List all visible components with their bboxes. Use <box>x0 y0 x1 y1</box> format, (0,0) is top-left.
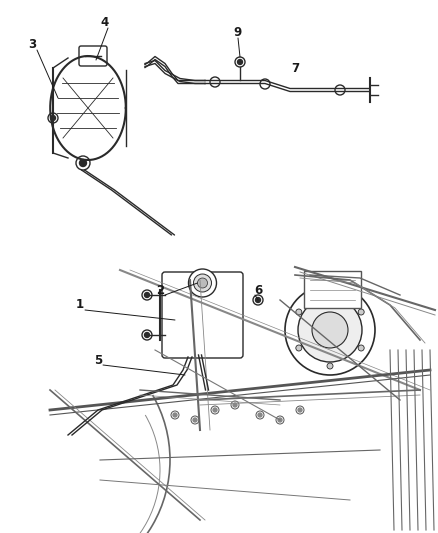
Circle shape <box>296 345 302 351</box>
FancyBboxPatch shape <box>162 272 243 358</box>
Circle shape <box>335 85 345 95</box>
Circle shape <box>298 408 302 412</box>
Circle shape <box>142 290 152 300</box>
Circle shape <box>260 79 270 89</box>
Text: 4: 4 <box>101 17 109 29</box>
Text: 7: 7 <box>291 61 299 75</box>
Circle shape <box>76 156 90 170</box>
Text: 5: 5 <box>94 353 102 367</box>
Circle shape <box>255 297 261 303</box>
Circle shape <box>194 274 212 292</box>
Circle shape <box>296 406 304 414</box>
Circle shape <box>278 418 282 422</box>
Circle shape <box>327 291 333 297</box>
Circle shape <box>256 411 264 419</box>
Circle shape <box>237 60 243 64</box>
Circle shape <box>145 333 149 337</box>
Text: 2: 2 <box>156 284 164 296</box>
Circle shape <box>171 411 179 419</box>
Circle shape <box>50 116 56 120</box>
Circle shape <box>210 77 220 87</box>
Circle shape <box>231 401 239 409</box>
Circle shape <box>142 330 152 340</box>
Circle shape <box>258 413 262 417</box>
Circle shape <box>145 293 149 297</box>
Circle shape <box>213 408 217 412</box>
Text: 1: 1 <box>76 298 84 311</box>
Circle shape <box>211 406 219 414</box>
Circle shape <box>253 295 263 305</box>
Circle shape <box>327 363 333 369</box>
Text: 3: 3 <box>28 38 36 52</box>
Circle shape <box>48 113 58 123</box>
Circle shape <box>233 403 237 407</box>
FancyBboxPatch shape <box>304 271 361 308</box>
Circle shape <box>285 285 375 375</box>
Circle shape <box>193 418 197 422</box>
Circle shape <box>276 416 284 424</box>
FancyBboxPatch shape <box>79 46 107 66</box>
Circle shape <box>235 57 245 67</box>
Circle shape <box>358 345 364 351</box>
Text: 9: 9 <box>234 27 242 39</box>
Circle shape <box>312 312 348 348</box>
Circle shape <box>358 309 364 315</box>
Circle shape <box>188 269 216 297</box>
Circle shape <box>191 416 199 424</box>
Circle shape <box>198 278 208 288</box>
Text: 6: 6 <box>254 285 262 297</box>
Circle shape <box>173 413 177 417</box>
Circle shape <box>296 309 302 315</box>
Circle shape <box>80 159 86 166</box>
Circle shape <box>298 298 362 362</box>
